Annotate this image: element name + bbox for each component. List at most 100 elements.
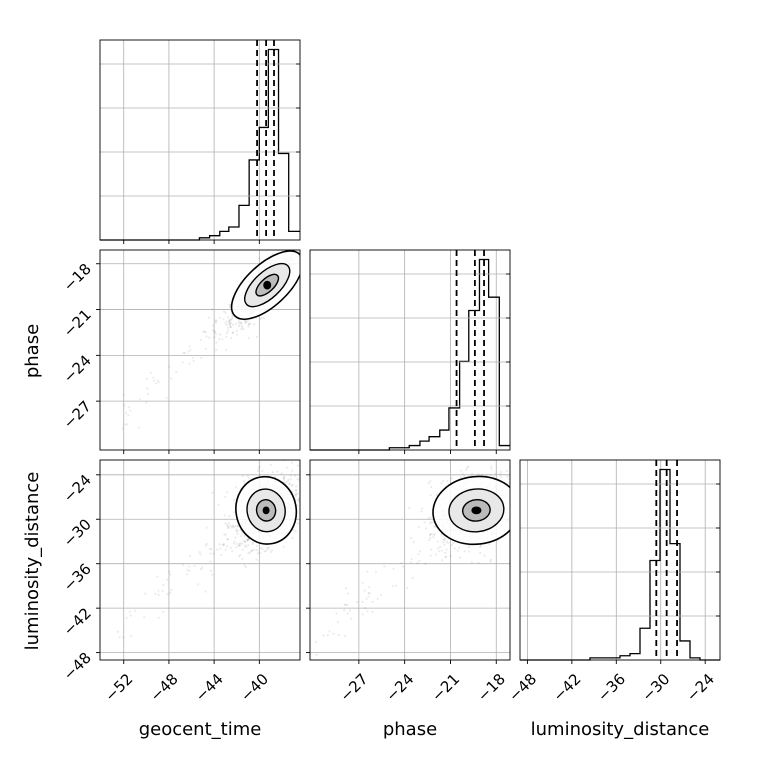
- panel-geocent-time-vs-phase-tail-point-81: [229, 323, 231, 325]
- panel-geocent-time-vs-luminosity-distance-point-80: [245, 566, 247, 568]
- panel-geocent-time-vs-phase-point-428: [293, 244, 295, 246]
- ylabel-luminosity-distance: luminosity_distance: [22, 472, 43, 651]
- panel-phase-vs-luminosity-distance-tail-point-23: [366, 570, 368, 572]
- panel-phase-vs-luminosity-distance-point-604: [516, 502, 518, 504]
- hist-panel-phase: [310, 250, 510, 454]
- panel-geocent-time-vs-luminosity-distance-tail-point-95: [222, 544, 224, 546]
- panel-phase-vs-luminosity-distance-tail-point-43: [438, 550, 440, 552]
- panel-geocent-time-vs-luminosity-distance-tail-point-14: [162, 611, 164, 613]
- panel-geocent-time-vs-phase-ytick-label-2: −21: [60, 306, 95, 341]
- panel-geocent-time-vs-phase-point-692: [227, 327, 229, 329]
- panel-geocent-time-vs-phase-point-641: [305, 255, 307, 257]
- panel-geocent-time-vs-luminosity-distance-point-177: [265, 550, 267, 552]
- panel-phase-vs-luminosity-distance-point-715: [429, 534, 431, 536]
- panel-geocent-time-vs-phase-tail-point-58: [239, 323, 241, 325]
- panel-geocent-time-vs-phase-tail-point-68: [145, 378, 147, 380]
- panel-geocent-time-vs-phase-tail-point-45: [248, 323, 250, 325]
- panel-phase-vs-luminosity-distance-tail-point-83: [410, 561, 412, 563]
- panel-geocent-time-vs-luminosity-distance-tail-point-105: [144, 593, 146, 595]
- panel-phase-vs-luminosity-distance-point-46: [510, 507, 512, 509]
- panel-phase-vs-luminosity-distance-scatter: [315, 446, 553, 656]
- panel-geocent-time-vs-phase-tail-point-96: [168, 365, 170, 367]
- panel-geocent-time-vs-luminosity-distance-tail-point-69: [216, 549, 218, 551]
- panel-geocent-time-vs-luminosity-distance-tail-point-86: [162, 584, 164, 586]
- panel-geocent-time-vs-luminosity-distance-point-895: [241, 558, 243, 560]
- panel-geocent-time-vs-phase-point-261: [282, 245, 284, 247]
- panel-phase-vs-luminosity-distance-tail-point-65: [392, 585, 394, 587]
- panel-phase-vs-luminosity-distance-point-117: [514, 512, 516, 514]
- panel-geocent-time-vs-phase-point-538: [323, 222, 325, 224]
- panel-geocent-time-vs-phase-point-565: [308, 240, 310, 242]
- panel-geocent-time-vs-luminosity-distance-point-608: [259, 552, 261, 554]
- panel-phase-vs-luminosity-distance-point-153: [457, 550, 459, 552]
- panel-phase-vs-luminosity-distance-point-47: [540, 504, 542, 506]
- panel-phase-vs-luminosity-distance-point-731: [460, 469, 462, 471]
- panel-phase-vs-luminosity-distance-point-849: [442, 541, 444, 543]
- panel-phase-vs-luminosity-distance-point-663: [515, 488, 517, 490]
- panel-geocent-time-vs-phase-tail-point-21: [152, 376, 154, 378]
- panel-phase-vs-luminosity-distance-point-647: [433, 525, 435, 527]
- panel-phase-vs-luminosity-distance-point-524: [420, 510, 422, 512]
- panel-geocent-time-vs-luminosity-distance-point-19: [220, 554, 222, 556]
- panel-geocent-time-vs-phase-point-189: [247, 326, 249, 328]
- panel-geocent-time-vs-phase-point-591: [228, 319, 230, 321]
- panel-geocent-time-vs-phase-tail-point-66: [127, 414, 129, 416]
- panel-phase-vs-luminosity-distance-tail-point-106: [346, 604, 348, 606]
- panel-geocent-time-vs-phase-tail-point-90: [184, 352, 186, 354]
- panel-geocent-time-vs-luminosity-distance-ytick-label-3: −30: [60, 515, 95, 550]
- panel-geocent-time-vs-phase-point-853: [281, 247, 283, 249]
- panel-phase-vs-luminosity-distance-point-87: [533, 486, 535, 488]
- panel-geocent-time-vs-luminosity-distance-tail-point-47: [210, 548, 212, 550]
- panel-phase-vs-luminosity-distance-point-360: [516, 501, 518, 503]
- panel-geocent-time-vs-luminosity-distance-tail-point-87: [193, 565, 195, 567]
- panel-geocent-time-vs-phase-point-79: [304, 254, 306, 256]
- panel-phase-vs-luminosity-distance-tail-point-4: [337, 634, 339, 636]
- panel-phase-vs-luminosity-distance-tail-point-84: [402, 566, 404, 568]
- panel-geocent-time-vs-phase-density-peak: [263, 281, 271, 290]
- panel-geocent-time-vs-luminosity-distance-tail-point-55: [182, 564, 184, 566]
- panel-geocent-time-vs-phase-point-223: [316, 240, 318, 242]
- panel-phase-vs-luminosity-distance-point-694: [429, 523, 431, 525]
- panel-geocent-time-vs-luminosity-distance-point-145: [248, 477, 250, 479]
- panel-phase-vs-luminosity-distance-point-616: [429, 480, 431, 482]
- panel-geocent-time-vs-luminosity-distance-tail-point-112: [200, 568, 202, 570]
- panel-geocent-time-vs-luminosity-distance-tail-point-39: [143, 616, 145, 618]
- panel-phase-vs-luminosity-distance-point-371: [534, 502, 536, 504]
- panel-geocent-time-vs-phase-tail-point-62: [253, 323, 255, 325]
- panel-geocent-time-vs-phase-tail-point-1: [182, 361, 184, 363]
- panel-phase-vs-luminosity-distance-point-735: [512, 511, 514, 513]
- panel-geocent-time-vs-luminosity-distance-point-807: [243, 535, 245, 537]
- panel-geocent-time-vs-luminosity-distance-point-54: [259, 474, 261, 476]
- panel-geocent-time-vs-luminosity-distance-point-467: [276, 471, 278, 473]
- panel-geocent-time-vs-phase-tail-point-7: [193, 360, 195, 362]
- panel-geocent-time-vs-phase-point-285: [259, 318, 261, 320]
- panel-geocent-time-vs-phase-tail-point-101: [215, 320, 217, 322]
- panel-geocent-time-vs-phase-point-828: [292, 246, 294, 248]
- panel-phase-vs-luminosity-distance-tail-point-12: [406, 587, 408, 589]
- panel-geocent-time-vs-phase-tail-point-97: [125, 412, 127, 414]
- panel-geocent-time-vs-luminosity-distance-point-506: [227, 527, 229, 529]
- panel-geocent-time-vs-luminosity-distance-tail-point-34: [169, 592, 171, 594]
- panel-geocent-time-vs-luminosity-distance-point-757: [244, 544, 246, 546]
- panel-geocent-time-vs-phase-tail-point-106: [123, 404, 125, 406]
- panel-geocent-time-vs-luminosity-distance-point-443: [296, 478, 298, 480]
- panel-geocent-time-vs-luminosity-distance-tail-point-6: [122, 636, 124, 638]
- xlabel-luminosity-distance: luminosity_distance: [531, 719, 710, 740]
- panel-geocent-time-vs-phase-point-329: [230, 337, 232, 339]
- panel-geocent-time-vs-phase-point-796: [306, 236, 308, 238]
- panel-geocent-time-vs-phase-point-222: [296, 245, 298, 247]
- panel-geocent-time-vs-luminosity-distance-point-133: [297, 522, 299, 524]
- panel-geocent-time-vs-phase-tail-point-2: [126, 423, 128, 425]
- panel-geocent-time-vs-luminosity-distance-point-586: [213, 552, 215, 554]
- panel-geocent-time-vs-luminosity-distance-tail-point-77: [209, 561, 211, 563]
- panel-geocent-time-vs-luminosity-distance-tail-point-97: [156, 576, 158, 578]
- panel-phase-vs-luminosity-distance-point-680: [444, 556, 446, 558]
- panel-geocent-time-vs-luminosity-distance-tail-point-91: [188, 570, 190, 572]
- panel-geocent-time-vs-phase-point-819: [301, 258, 303, 260]
- panel-geocent-time-vs-phase-tail-point-0: [122, 394, 124, 396]
- panel-geocent-time-vs-phase-point-194: [281, 246, 283, 248]
- panel-geocent-time-vs-luminosity-distance-tail-point-73: [188, 565, 190, 567]
- panel-geocent-time-vs-luminosity-distance-point-233: [224, 522, 226, 524]
- panel-phase-vs-luminosity-distance-tail-point-0: [343, 609, 345, 611]
- panel-phase-vs-luminosity-distance-tail-point-37: [412, 577, 414, 579]
